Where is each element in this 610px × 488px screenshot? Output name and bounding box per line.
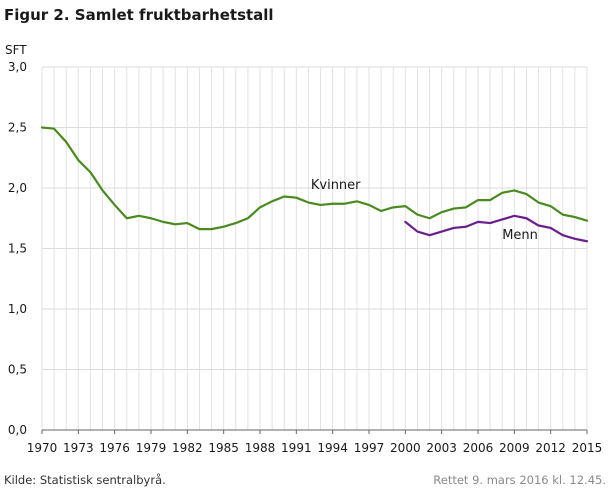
x-tick-label: 2015	[572, 441, 603, 455]
y-tick-label: 3,0	[8, 60, 27, 74]
x-tick-label: 2012	[535, 441, 566, 455]
y-tick-label: 0,5	[8, 363, 27, 377]
x-tick-label: 1970	[27, 441, 58, 455]
x-tick-label: 2000	[390, 441, 421, 455]
x-tick-label: 2003	[426, 441, 457, 455]
source-note: Kilde: Statistisk sentralbyrå.	[4, 473, 166, 487]
x-tick-label: 1976	[99, 441, 130, 455]
x-tick-label: 1988	[245, 441, 276, 455]
y-tick-label: 2,0	[8, 181, 27, 195]
x-tick-label: 1985	[208, 441, 239, 455]
series-line-menn	[404, 214, 589, 243]
y-axis-label: SFT	[5, 43, 27, 57]
x-tick-label: 1973	[63, 441, 94, 455]
x-tick-label: 1994	[317, 441, 348, 455]
y-tick-label: 2,5	[8, 121, 27, 135]
x-tick-label: 1982	[172, 441, 203, 455]
series-lines	[40, 126, 589, 243]
series-labels: Kvinner Menn	[311, 178, 538, 243]
x-tick-label: 2009	[499, 441, 530, 455]
series-line-kvinner	[40, 126, 589, 231]
chart-title: Figur 2. Samlet fruktbarhetstall	[4, 6, 274, 24]
updated-note: Rettet 9. mars 2016 kl. 12.45.	[433, 473, 606, 487]
x-tick-label: 1991	[281, 441, 312, 455]
series-label-menn: Menn	[502, 228, 538, 243]
axes: SFT 0,0 0,5 1,0 1,5 2,0 2,5 3,0 1970 1973 1976 1979…	[5, 43, 602, 455]
x-tick-label: 2006	[463, 441, 494, 455]
series-label-kvinner: Kvinner	[311, 178, 361, 193]
y-tick-label: 0,0	[8, 423, 27, 437]
grid	[41, 66, 588, 431]
y-tick-label: 1,5	[8, 242, 27, 256]
x-tick-label: 1979	[136, 441, 167, 455]
y-tick-label: 1,0	[8, 302, 27, 316]
x-tick-label: 1997	[354, 441, 385, 455]
